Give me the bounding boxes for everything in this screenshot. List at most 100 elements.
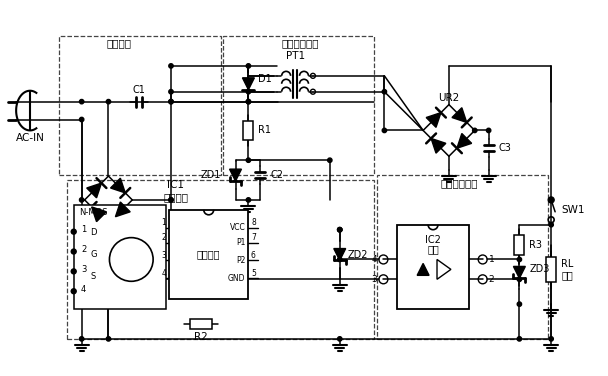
Bar (378, 175, 548, 339)
Text: N-MOS: N-MOS (78, 208, 107, 217)
Circle shape (246, 64, 250, 68)
Text: ZD3: ZD3 (530, 264, 550, 274)
Polygon shape (116, 202, 130, 217)
Text: 8: 8 (251, 218, 256, 227)
Text: 4: 4 (372, 255, 378, 264)
Text: C2: C2 (270, 170, 283, 180)
Polygon shape (243, 78, 254, 90)
Text: PT1: PT1 (286, 51, 305, 61)
Text: AC-IN: AC-IN (16, 133, 44, 143)
Circle shape (80, 337, 84, 341)
Text: 3: 3 (162, 251, 167, 260)
Circle shape (106, 100, 111, 104)
Text: 5: 5 (251, 269, 256, 278)
Bar (546, 257, 556, 282)
Text: P2: P2 (236, 256, 246, 265)
Text: 1: 1 (489, 255, 494, 264)
Polygon shape (513, 267, 525, 278)
Text: R1: R1 (258, 126, 271, 135)
Text: D: D (91, 228, 97, 237)
Circle shape (337, 227, 342, 232)
Text: R2: R2 (194, 332, 208, 342)
Circle shape (80, 198, 84, 202)
Text: P1: P1 (236, 238, 246, 247)
Text: 2: 2 (489, 275, 494, 284)
Text: 4: 4 (162, 269, 167, 278)
Circle shape (80, 117, 84, 122)
Bar (169, 210, 249, 299)
Bar (59, 36, 221, 175)
Text: SW1: SW1 (561, 205, 584, 215)
Circle shape (337, 227, 342, 232)
Polygon shape (111, 178, 125, 193)
Polygon shape (457, 133, 472, 148)
Text: 开关控制模块: 开关控制模块 (282, 38, 319, 48)
Bar (243, 120, 254, 140)
Polygon shape (87, 183, 102, 198)
Text: 3: 3 (81, 265, 86, 274)
Text: ZD1: ZD1 (200, 170, 221, 180)
Bar (223, 36, 375, 175)
Circle shape (80, 100, 84, 104)
Text: 7: 7 (251, 233, 256, 242)
Text: 阻抗模块: 阻抗模块 (107, 38, 132, 48)
Text: 1: 1 (81, 225, 86, 234)
Circle shape (549, 223, 553, 227)
Text: R3: R3 (530, 240, 542, 250)
Circle shape (169, 198, 173, 202)
Polygon shape (417, 264, 429, 275)
Circle shape (246, 100, 250, 104)
Circle shape (71, 249, 76, 254)
Text: C3: C3 (499, 143, 511, 153)
Text: RL: RL (561, 259, 573, 270)
Text: ZD2: ZD2 (348, 250, 368, 259)
Text: GND: GND (228, 274, 246, 283)
Bar (67, 180, 375, 339)
Circle shape (246, 158, 250, 162)
Text: G: G (91, 250, 97, 259)
Circle shape (169, 64, 173, 68)
Bar (397, 225, 469, 309)
Text: IC2: IC2 (425, 235, 441, 245)
Circle shape (106, 337, 111, 341)
Circle shape (169, 198, 173, 202)
Text: 3: 3 (371, 275, 378, 284)
Text: 微处理器: 微处理器 (197, 250, 221, 259)
Circle shape (486, 128, 491, 133)
Circle shape (517, 337, 522, 341)
Circle shape (549, 337, 553, 341)
Text: 光耦: 光耦 (427, 244, 439, 255)
Circle shape (246, 198, 250, 202)
Text: UR1: UR1 (141, 210, 161, 220)
Polygon shape (452, 108, 467, 123)
Polygon shape (431, 138, 446, 153)
Text: D1: D1 (258, 74, 272, 84)
Text: 4: 4 (81, 285, 86, 294)
Text: IC1: IC1 (167, 180, 184, 190)
Circle shape (517, 277, 522, 282)
Bar (74, 205, 166, 309)
Circle shape (382, 128, 387, 133)
Circle shape (337, 257, 342, 262)
Polygon shape (426, 112, 441, 127)
Circle shape (169, 100, 173, 104)
Text: UR2: UR2 (438, 92, 460, 103)
Circle shape (169, 89, 173, 94)
Circle shape (71, 289, 76, 294)
Text: 6: 6 (251, 251, 256, 260)
Circle shape (328, 158, 332, 162)
Polygon shape (92, 207, 106, 221)
Polygon shape (437, 259, 451, 279)
Text: 2: 2 (81, 245, 86, 254)
Polygon shape (230, 169, 241, 181)
Circle shape (517, 302, 522, 306)
Bar (514, 235, 524, 255)
Text: 光电隔离模块: 光电隔离模块 (440, 178, 478, 188)
Circle shape (337, 337, 342, 341)
Text: 1: 1 (162, 218, 167, 227)
Text: S: S (91, 272, 96, 281)
Circle shape (472, 128, 477, 133)
Circle shape (71, 269, 76, 274)
Circle shape (382, 89, 387, 94)
Text: 负载: 负载 (561, 270, 573, 280)
